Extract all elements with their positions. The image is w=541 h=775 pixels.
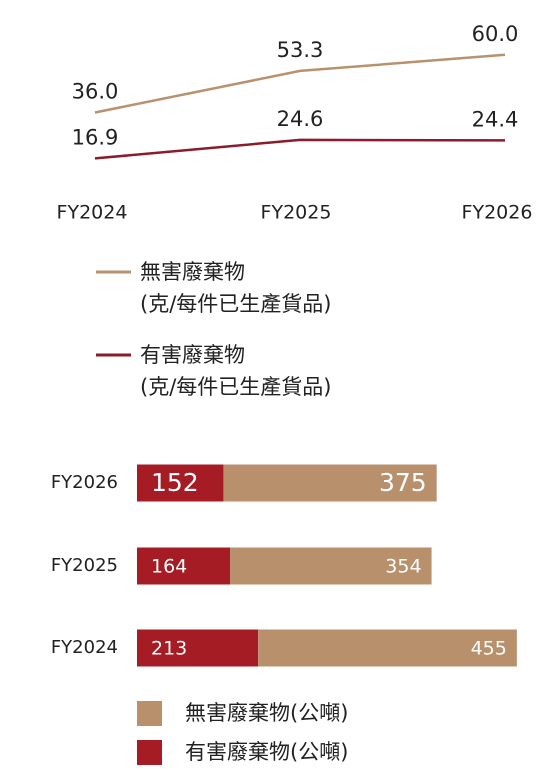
- data-label: 455: [471, 638, 507, 660]
- y-tick-label: FY2025: [51, 555, 118, 576]
- data-label: 24.6: [277, 107, 324, 131]
- data-label: 354: [385, 556, 421, 578]
- data-label: 213: [151, 638, 187, 660]
- data-label: 53.3: [277, 38, 324, 62]
- legend-label: 有害廢棄物(公噸): [185, 740, 349, 764]
- data-label: 16.9: [72, 125, 119, 149]
- bar-segment: [230, 547, 432, 585]
- data-label: 152: [151, 468, 199, 497]
- bar-segment: [223, 464, 437, 502]
- bar-segment: [137, 464, 224, 502]
- y-tick-label: FY2024: [51, 637, 118, 658]
- line: [94, 138, 506, 160]
- line: [94, 53, 506, 114]
- legend-label: 無害廢棄物 (克/每件已生產貨品): [140, 260, 332, 316]
- bar-segment: [137, 547, 231, 585]
- x-tick-label: FY2025: [261, 202, 332, 224]
- data-label: 375: [379, 468, 427, 497]
- data-label: 36.0: [72, 80, 119, 104]
- legend-label: 無害廢棄物(公噸): [185, 701, 349, 725]
- data-label: 24.4: [472, 107, 519, 131]
- x-tick-label: FY2024: [57, 202, 128, 224]
- legend-swatch: [137, 701, 162, 726]
- data-label: 60.0: [472, 22, 519, 46]
- y-tick-label: FY2026: [51, 472, 118, 493]
- data-label: 164: [151, 556, 187, 578]
- legend-swatch: [137, 740, 162, 765]
- x-tick-label: FY2026: [462, 202, 533, 224]
- bar-segment: [258, 629, 517, 667]
- bar-segment: [137, 629, 259, 667]
- legend-label: 有害廢棄物 (克/每件已生產貨品): [140, 343, 332, 399]
